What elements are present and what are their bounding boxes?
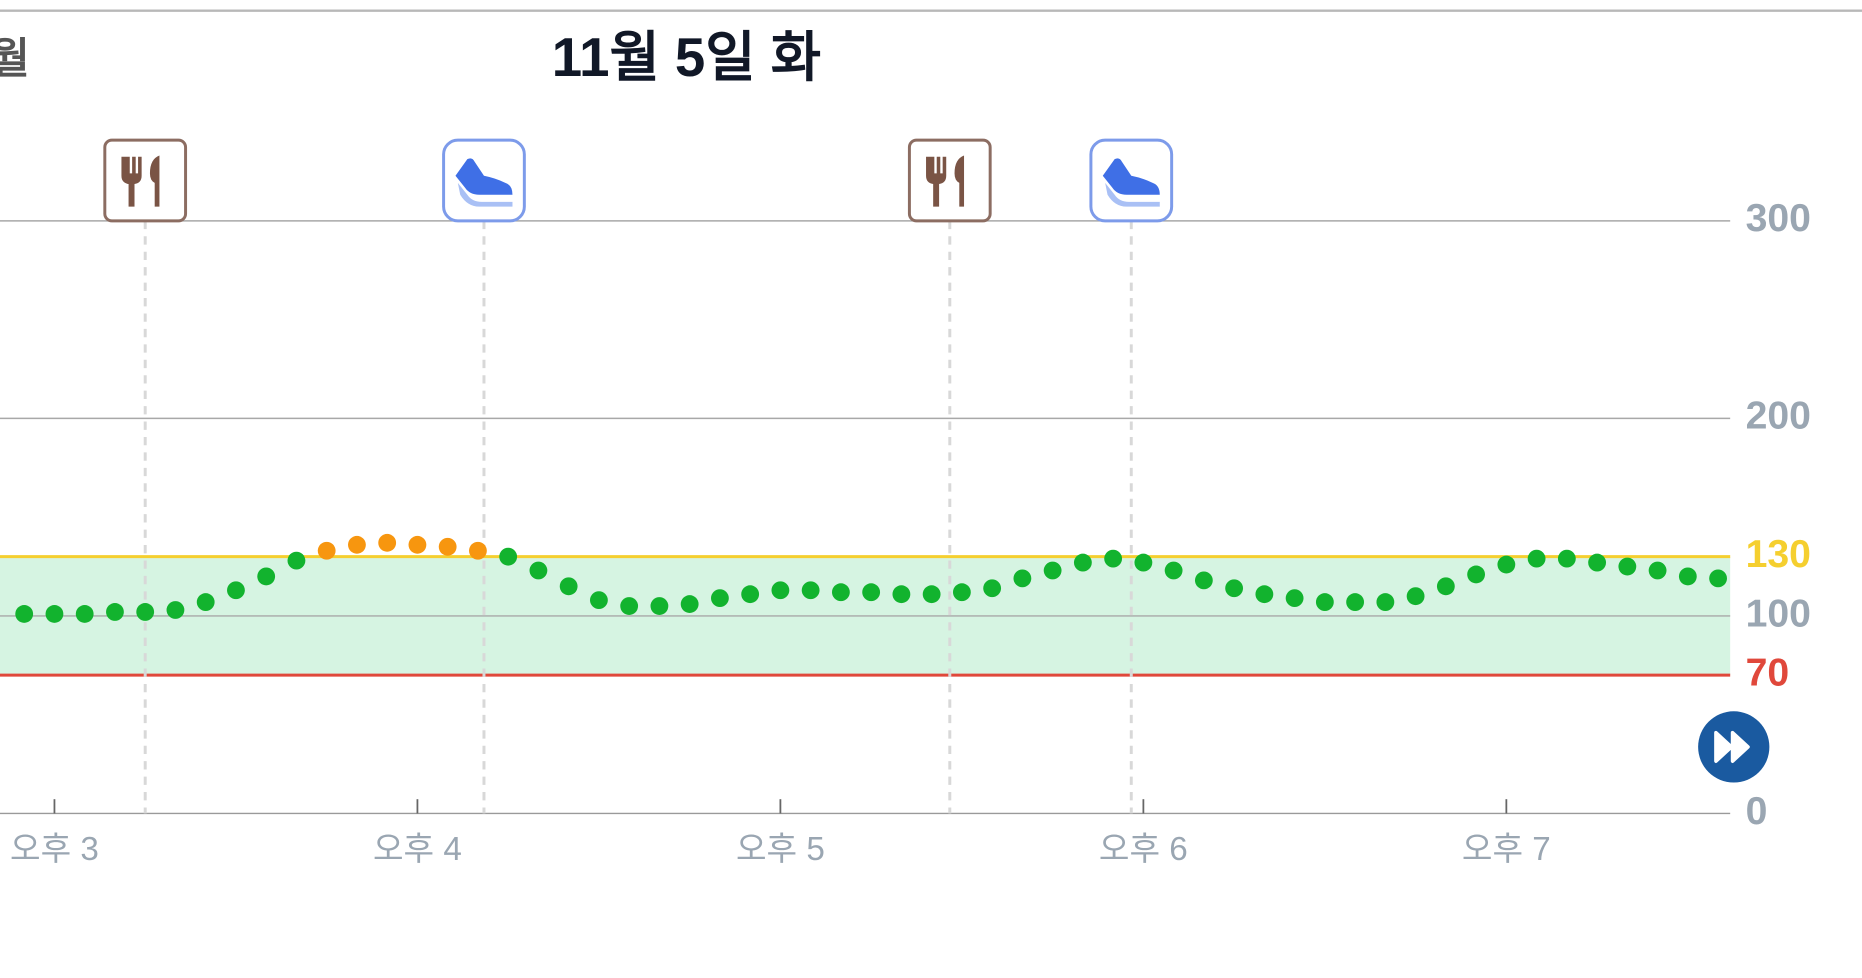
x-tick-label: 오후 7 — [1462, 831, 1551, 868]
glucose-point — [1104, 549, 1123, 568]
glucose-point — [106, 603, 124, 621]
glucose-point — [136, 603, 155, 621]
glucose-point — [1225, 579, 1244, 598]
glucose-point — [287, 551, 306, 570]
threshold-label: 130 — [1746, 533, 1811, 576]
fast-forward-button[interactable] — [1698, 711, 1770, 783]
glucose-point — [1588, 553, 1607, 572]
glucose-point — [227, 581, 245, 600]
glucose-point — [590, 591, 608, 610]
glucose-point — [1527, 549, 1546, 568]
glucose-point — [1618, 557, 1637, 576]
knife — [954, 155, 965, 207]
exercise-icon[interactable] — [1089, 138, 1174, 223]
glucose-point — [771, 581, 790, 600]
glucose-point — [75, 605, 94, 623]
glucose-point — [1406, 587, 1425, 606]
x-tick-label: 오후 3 — [10, 831, 99, 868]
exercise-icon[interactable] — [442, 138, 526, 223]
glucose-point — [166, 601, 185, 619]
shoe — [1102, 158, 1160, 195]
glucose-point — [1194, 571, 1213, 590]
threshold-label: 70 — [1746, 652, 1790, 695]
glucose-point — [1164, 561, 1183, 580]
glucose-point — [952, 583, 971, 602]
x-tick-label: 오후 4 — [373, 831, 462, 868]
glucose-point — [1497, 555, 1516, 574]
glucose-point — [1678, 567, 1697, 586]
glucose-point — [1134, 553, 1153, 572]
glucose-point — [831, 583, 850, 602]
shoe-sole — [1105, 182, 1160, 207]
glucose-point — [1376, 593, 1395, 611]
glucose-point — [620, 597, 639, 615]
glucose-point — [1013, 569, 1032, 588]
fork — [926, 156, 947, 207]
glucose-point — [1315, 593, 1334, 611]
fork — [121, 156, 142, 207]
button-icon — [1714, 730, 1750, 763]
glucose-point — [710, 589, 729, 608]
glucose-point — [499, 547, 518, 566]
icon-frame — [907, 138, 992, 223]
glucose-point — [680, 595, 699, 613]
glucose-point — [196, 593, 215, 611]
glucose-point — [559, 577, 578, 596]
glucose-point — [862, 583, 881, 602]
glucose-point — [892, 585, 911, 604]
glucose-point — [529, 561, 548, 580]
icon-frame — [103, 138, 188, 223]
glucose-point — [650, 597, 669, 615]
glucose-point — [469, 541, 487, 560]
glucose-point — [348, 535, 366, 554]
shoe — [455, 158, 513, 195]
glucose-point — [45, 605, 64, 623]
glucose-point — [257, 567, 276, 586]
chart-title: 11월 5일 화 — [552, 27, 821, 88]
knife — [149, 155, 160, 207]
y-tick-label: 0 — [1746, 790, 1768, 833]
x-tick-label: 오후 6 — [1099, 831, 1188, 868]
glucose-point — [1073, 553, 1092, 572]
glucose-point — [1648, 561, 1667, 580]
y-tick-label: 100 — [1746, 592, 1811, 635]
x-tick-label: 오후 5 — [736, 831, 825, 868]
y-tick-label: 300 — [1746, 197, 1811, 240]
glucose-point — [408, 535, 427, 554]
glucose-point — [983, 579, 1002, 598]
y-tick-label: 200 — [1746, 395, 1811, 438]
glucose-point — [801, 581, 820, 600]
glucose-point — [1557, 549, 1576, 568]
meal-icon[interactable] — [103, 138, 188, 223]
glucose-point — [1043, 561, 1062, 580]
glucose-point — [1709, 569, 1727, 588]
glucose-point — [922, 585, 941, 604]
glucose-point — [1467, 565, 1486, 584]
prev-day-label[interactable]: 월 — [0, 35, 30, 83]
glucose-point — [378, 533, 397, 552]
shoe-sole — [457, 182, 513, 207]
glucose-point — [1346, 593, 1365, 611]
glucose-point — [438, 537, 457, 556]
glucose-point — [1255, 585, 1274, 604]
glucose-point — [1436, 577, 1455, 596]
glucose-point — [741, 585, 760, 604]
glucose-point — [1285, 589, 1304, 608]
meal-icon[interactable] — [907, 138, 992, 223]
glucose-point — [317, 541, 336, 560]
glucose-point — [15, 605, 34, 623]
